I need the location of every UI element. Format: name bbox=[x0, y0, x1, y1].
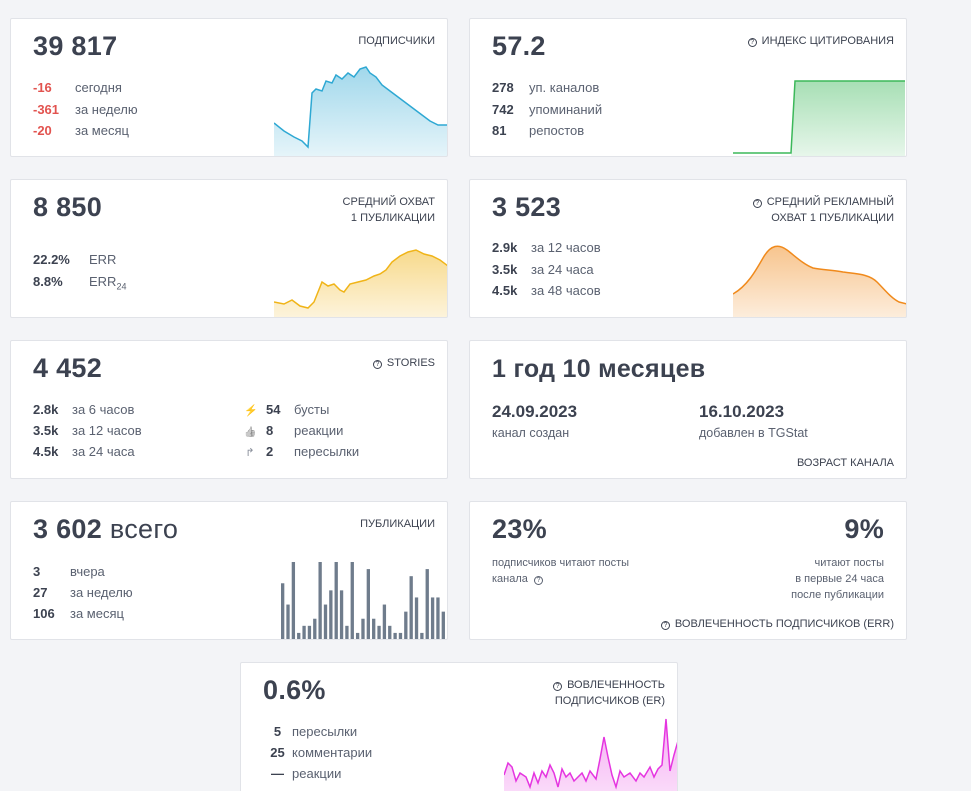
posts-bar bbox=[350, 562, 354, 639]
err-label: ? ВОВЛЕЧЕННОСТЬ ПОДПИСЧИКОВ (ERR) bbox=[660, 616, 894, 632]
posts-bar bbox=[393, 632, 397, 639]
posts-bar bbox=[313, 618, 317, 639]
posts-bar bbox=[377, 625, 381, 639]
today-label: сегодня bbox=[75, 80, 122, 95]
posts-bar bbox=[425, 569, 429, 639]
posts-bar bbox=[430, 597, 435, 639]
posts-bar bbox=[281, 583, 285, 639]
posts-bar bbox=[382, 604, 387, 639]
reach-value: 8 850 bbox=[33, 192, 103, 222]
channel-age-card[interactable]: 1 год 10 месяцев 24.09.2023 канал создан… bbox=[469, 340, 907, 479]
posts-bar bbox=[307, 625, 312, 639]
posts-bar bbox=[372, 618, 376, 639]
err-left-desc: подписчиков читают посты канала ? bbox=[492, 557, 630, 585]
posts-bar bbox=[286, 604, 290, 639]
stories-left-rows: 2.8k за 6 часов 3.5k за 12 часов 4.5k за 24… bbox=[33, 402, 142, 459]
posts-bar bbox=[388, 625, 392, 639]
help-icon[interactable]: ? bbox=[752, 199, 762, 208]
err-left-value: 23% bbox=[492, 514, 547, 544]
ad-reach-sparkline bbox=[733, 245, 906, 317]
posts-bar bbox=[361, 618, 365, 639]
week-label: за неделю bbox=[75, 101, 138, 117]
help-icon[interactable]: ? bbox=[533, 576, 543, 585]
posts-bar bbox=[329, 590, 333, 639]
week-value: -361 bbox=[33, 101, 60, 117]
ad-reach-value: 3 523 bbox=[492, 192, 562, 222]
posts-bar bbox=[302, 625, 306, 639]
posts-rows: 3 вчера 27 за неделю 106 за месяц bbox=[33, 564, 133, 621]
reach-card[interactable]: 8 850 СРЕДНИЙ ОХВАТ 1 ПУБЛИКАЦИИ 22.2% ERR… bbox=[10, 179, 448, 318]
posts-label: ПУБЛИКАЦИИ bbox=[360, 518, 435, 530]
stories-value: 4 452 bbox=[33, 353, 103, 383]
posts-value: 3 602 всего bbox=[33, 514, 179, 544]
err-card[interactable]: 23% подписчиков читают посты канала ? 9%… bbox=[469, 501, 907, 640]
posts-bar bbox=[345, 625, 349, 639]
er-rows: 5 пересылки 25 комментарии — реакции bbox=[270, 724, 373, 781]
posts-bar bbox=[323, 604, 328, 639]
today-value: -16 bbox=[33, 80, 52, 95]
added-block: 16.10.2023 добавлен в TGStat bbox=[699, 402, 808, 440]
help-icon[interactable]: ? bbox=[747, 38, 757, 47]
month-label: за месяц bbox=[75, 123, 129, 138]
err-right-value: 9% bbox=[844, 514, 884, 544]
reach-label: СРЕДНИЙ ОХВАТ 1 ПУБЛИКАЦИИ bbox=[342, 196, 435, 224]
citation-label: ? ИНДЕКС ЦИТИРОВАНИЯ bbox=[747, 33, 894, 49]
stories-right-rows: ⚡ 54 бусты 👍 8 реакции ↱ 2 пересылки bbox=[244, 399, 359, 462]
posts-bar bbox=[404, 611, 408, 639]
citation-value: 57.2 bbox=[492, 31, 546, 61]
posts-bar bbox=[339, 590, 344, 639]
ad-reach-label: ? СРЕДНИЙ РЕКЛАМНЫЙ ОХВАТ 1 ПУБЛИКАЦИИ bbox=[752, 194, 894, 226]
err-right-desc: читают посты в первые 24 часа после публ… bbox=[791, 557, 884, 601]
help-icon[interactable]: ? bbox=[372, 360, 382, 369]
subscribers-sparkline bbox=[274, 66, 447, 156]
posts-bar bbox=[318, 562, 322, 639]
subscribers-label: ПОДПИСЧИКИ bbox=[358, 35, 435, 47]
posts-bar-chart bbox=[281, 562, 445, 639]
er-card[interactable]: 0.6% ? ВОВЛЕЧЕННОСТЬ ПОДПИСЧИКОВ (ER) 5 пер… bbox=[240, 662, 678, 791]
subscribers-value: 39 817 bbox=[33, 31, 118, 61]
posts-card[interactable]: 3 602 всего ПУБЛИКАЦИИ 3 вчера 27 за недел… bbox=[10, 501, 448, 640]
created-block: 24.09.2023 канал создан bbox=[492, 402, 578, 440]
posts-bar bbox=[291, 562, 296, 639]
channel-age-label: ВОЗРАСТ КАНАЛА bbox=[796, 457, 894, 469]
lightning-icon: ⚡ bbox=[244, 405, 258, 417]
posts-bar bbox=[420, 632, 424, 639]
ad-reach-card[interactable]: 3 523 ? СРЕДНИЙ РЕКЛАМНЫЙ ОХВАТ 1 ПУБЛИКАЦ… bbox=[469, 179, 907, 318]
er-sparkline bbox=[504, 718, 677, 791]
citation-sparkline bbox=[733, 80, 905, 156]
subscribers-rows: -16 сегодня -361 за неделю -20 за месяц bbox=[33, 77, 138, 142]
posts-bar bbox=[436, 597, 440, 639]
posts-bar bbox=[297, 632, 301, 639]
citation-rows: 278 уп. каналов 742 упоминаний 81 репостов bbox=[492, 80, 603, 138]
subscribers-card[interactable]: 39 817 ПОДПИСЧИКИ -16 сегодня -361 за неде… bbox=[10, 18, 448, 157]
posts-bar bbox=[334, 562, 338, 639]
posts-bar bbox=[355, 632, 360, 639]
forward-icon: ↱ bbox=[245, 447, 255, 459]
stories-card[interactable]: 4 452 ? STORIES 2.8k за 6 часов 3.5k за 12 … bbox=[10, 340, 448, 479]
help-icon[interactable]: ? bbox=[553, 682, 563, 691]
ad-reach-rows: 2.9k за 12 часов 3.5k за 24 часа 4.5k за 48… bbox=[492, 240, 601, 298]
er-value: 0.6% bbox=[263, 675, 326, 705]
help-icon[interactable]: ? bbox=[660, 621, 670, 630]
citation-card[interactable]: 57.2 ? ИНДЕКС ЦИТИРОВАНИЯ 278 уп. каналов … bbox=[469, 18, 907, 157]
thumbs-up-icon: 👍 bbox=[244, 427, 257, 438]
channel-age-value: 1 год 10 месяцев bbox=[492, 355, 706, 383]
posts-bar bbox=[366, 569, 370, 639]
posts-bar bbox=[414, 597, 419, 639]
reach-sparkline bbox=[274, 249, 447, 317]
month-value: -20 bbox=[33, 123, 52, 138]
er-label: ? ВОВЛЕЧЕННОСТЬ ПОДПИСЧИКОВ (ER) bbox=[553, 679, 665, 707]
posts-bar bbox=[409, 576, 413, 639]
reach-rows: 22.2% ERR 8.8% ERR24 bbox=[33, 252, 127, 292]
stories-label: ? STORIES bbox=[372, 355, 435, 371]
posts-bar bbox=[441, 611, 445, 639]
posts-bar bbox=[398, 632, 403, 639]
